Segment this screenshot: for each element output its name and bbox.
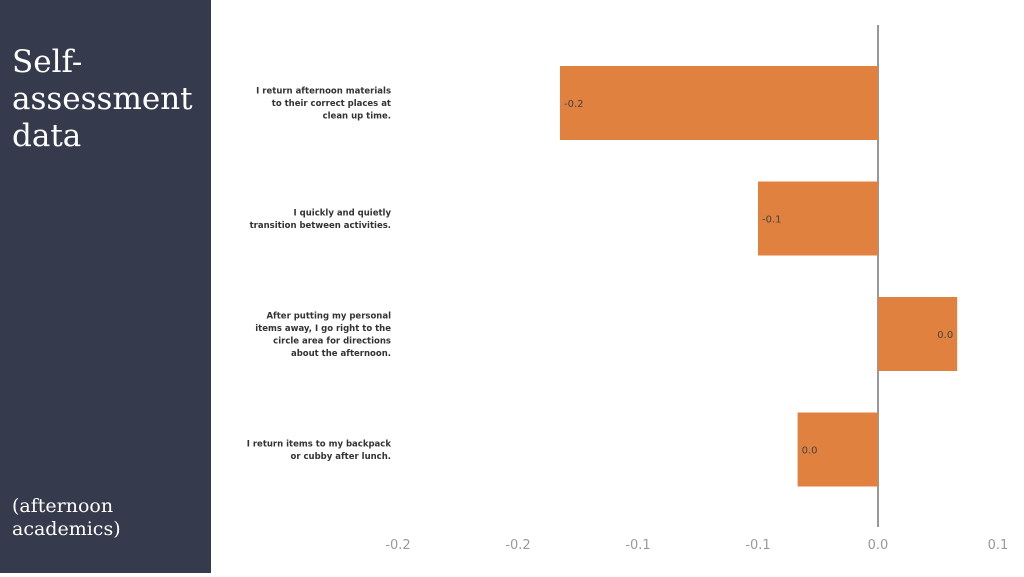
bar [560,66,878,140]
x-tick-label: -0.1 [625,538,650,553]
bar-data-label: -0.2 [564,99,584,110]
category-label: I quickly and quietly transition between … [250,208,392,231]
x-tick-label: -0.2 [505,538,530,553]
bar [797,412,878,487]
bar-data-label: 0.0 [937,330,953,341]
bar [758,181,878,256]
x-tick-label: -0.2 [385,538,410,553]
bar-data-label: 0.0 [802,446,818,457]
slide-title: Self-assessment data [12,44,193,154]
category-label: After putting my personal items away, I g… [255,311,391,359]
x-tick-label: -0.1 [745,538,770,553]
category-label: I return afternoon materials to their cor… [256,87,391,122]
bar [878,297,958,371]
category-label: I return items to my backpack or cubby af… [247,439,392,462]
slide-subtitle: (afternoon academics) [12,495,121,540]
bar-data-label: -0.1 [762,215,782,226]
bar-chart: -0.2 I return afternoon materials to their… [247,25,1009,553]
x-tick-label: 0.1 [988,538,1009,553]
chart-area: -0.2 I return afternoon materials to their… [211,0,1024,573]
sidebar-panel: Self-assessment data (afternoon academic… [0,0,211,573]
x-tick-label: 0.0 [868,538,889,553]
